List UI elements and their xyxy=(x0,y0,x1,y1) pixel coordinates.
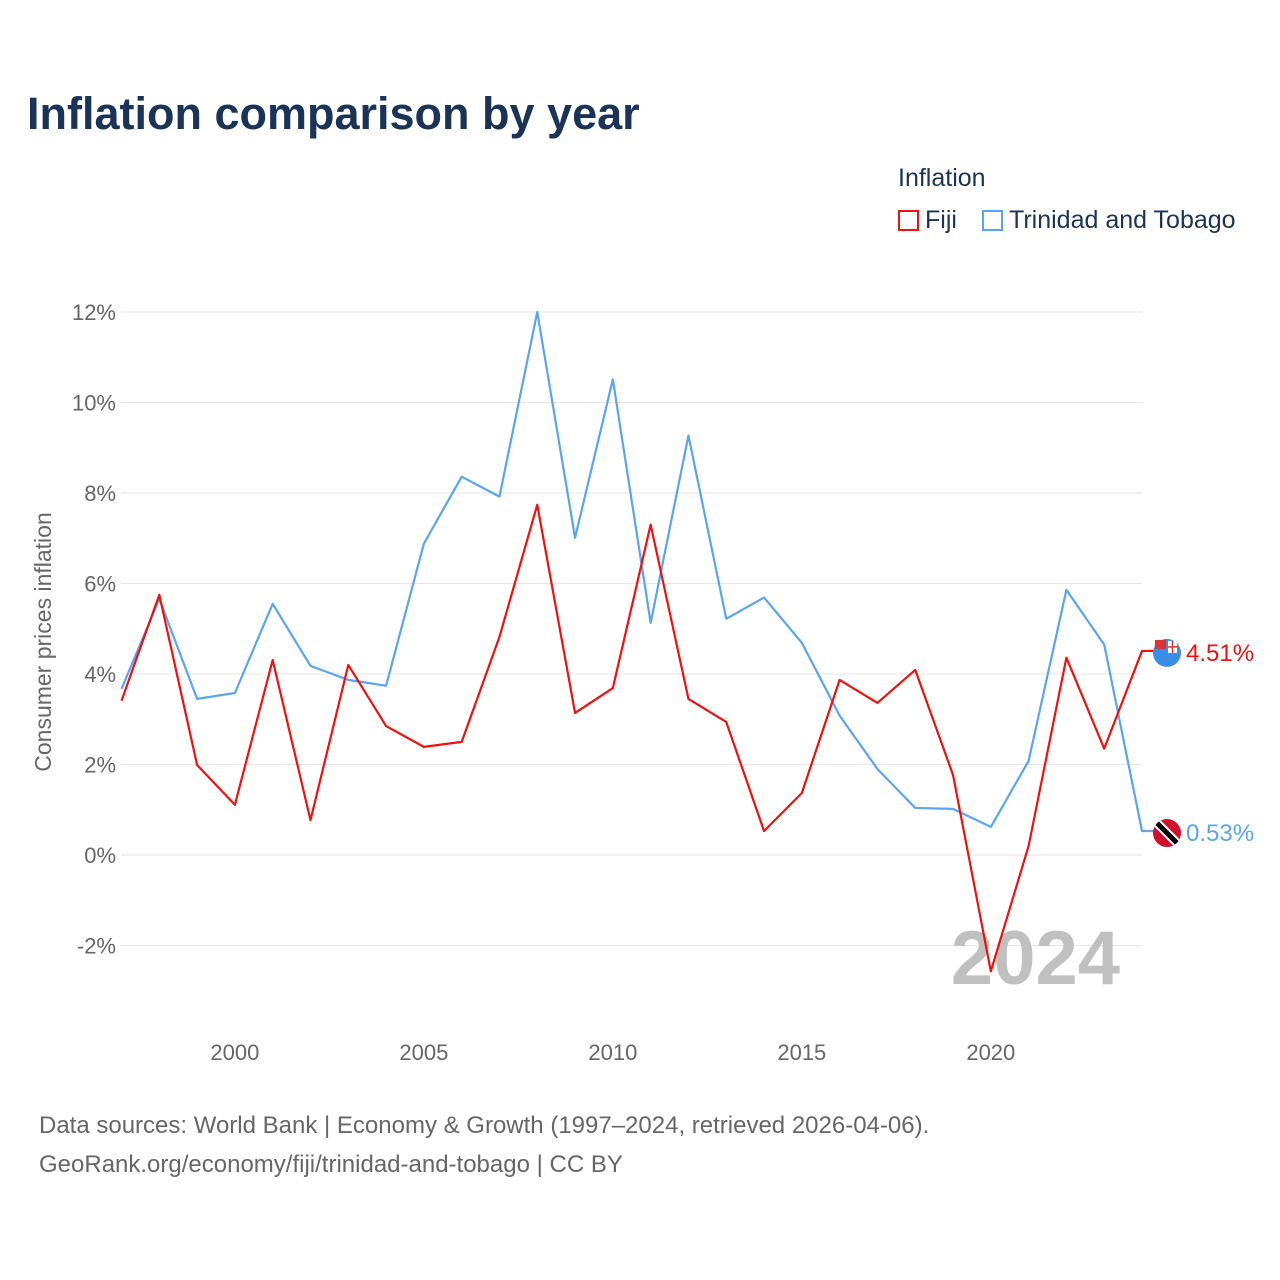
y-tick-label: 12% xyxy=(72,300,116,325)
x-tick-label: 2015 xyxy=(777,1040,826,1065)
line-chart: -2%0%2%4%6%8%10%12%2000 2005 2010 2015 2020 … xyxy=(30,300,1254,1065)
y-tick-label: 2% xyxy=(84,753,116,778)
y-tick-label: 10% xyxy=(72,391,116,416)
series-line-1[interactable] xyxy=(120,310,1156,833)
x-tick-label: 2005 xyxy=(399,1040,448,1065)
year-watermark: 2024 xyxy=(951,916,1120,1001)
source-link[interactable]: GeoRank.org/economy/fiji/trinidad-and-to… xyxy=(39,1151,623,1178)
y-tick-label: -2% xyxy=(77,934,116,959)
source-text: Data sources: World Bank | Economy & Gro… xyxy=(39,1112,930,1139)
trinidad-flag-icon xyxy=(1153,819,1181,848)
legend-swatch-fiji xyxy=(898,210,919,231)
series-line-0[interactable] xyxy=(120,503,1156,973)
footer: Data sources: World Bank | Economy & Gro… xyxy=(39,1106,929,1184)
fiji-flag-icon xyxy=(1153,638,1181,667)
y-axis-label: Consumer prices inflation xyxy=(30,512,56,772)
chart-title: Inflation comparison by year xyxy=(27,88,640,139)
legend-item-trinidad[interactable]: Trinidad and Tobago xyxy=(982,206,1236,235)
x-tick-label: 2010 xyxy=(588,1040,637,1065)
end-value-label: 4.51% xyxy=(1186,640,1254,667)
legend-title: Inflation xyxy=(898,164,986,192)
y-tick-label: 4% xyxy=(84,662,116,687)
legend-label-fiji: Fiji xyxy=(925,206,957,234)
y-tick-label: 8% xyxy=(84,481,116,506)
x-tick-label: 2000 xyxy=(210,1040,259,1065)
y-tick-label: 6% xyxy=(84,572,116,597)
x-tick-label: 2020 xyxy=(966,1040,1015,1065)
y-tick-label: 0% xyxy=(84,843,116,868)
end-value-label: 0.53% xyxy=(1186,820,1254,847)
legend-item-fiji[interactable]: Fiji xyxy=(898,206,957,235)
legend-swatch-trinidad xyxy=(982,210,1003,231)
legend-label-trinidad: Trinidad and Tobago xyxy=(1009,206,1236,234)
